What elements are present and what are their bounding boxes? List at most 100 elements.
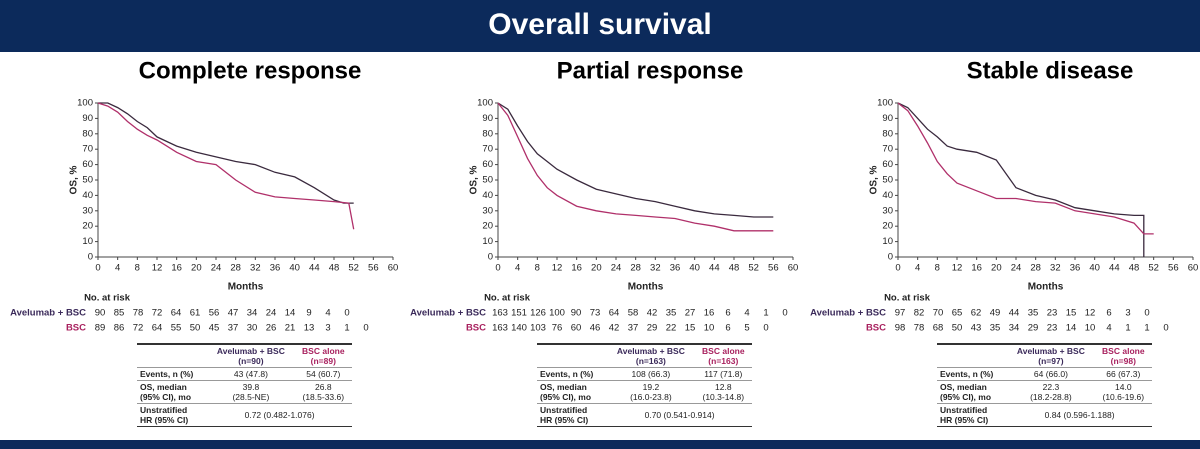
x-tick-label: 16 [971,263,982,274]
risk-count: 103 [530,323,546,334]
x-tick-label: 56 [768,263,779,274]
table-row: Unstratified HR (95% CI) 0.72 (0.482-1.07… [137,403,352,427]
table-cell: 54 (60.7) [294,367,352,381]
row-label: Unstratified HR (95% CI) [137,403,208,427]
risk-count: 68 [933,323,944,334]
risk-count: 15 [685,323,696,334]
row-label: OS, median (95% CI), mo [137,380,208,404]
risk-count: 62 [971,308,982,319]
risk-count: 49 [990,308,1001,319]
y-tick-label: 0 [88,252,93,263]
risk-count: 24 [266,308,277,319]
table-cell: 26.8 (18.5-33.6) [294,380,352,404]
risk-count: 72 [152,308,163,319]
x-tick-label: 0 [95,263,100,274]
x-tick-label: 60 [788,263,799,274]
risk-count: 97 [895,308,906,319]
risk-count: 30 [247,323,258,334]
risk-row-label: BSC [866,323,886,334]
x-tick-label: 16 [571,263,582,274]
y-tick-label: 80 [482,128,493,139]
column-header: Avelumab + BSC (n=97) [1016,346,1085,366]
x-tick-label: 36 [670,263,681,274]
table-row: OS, median (95% CI), mo 19.2 (16.0-23.8) 1… [537,380,752,404]
risk-count: 10 [704,323,715,334]
y-tick-label: 40 [82,190,93,201]
risk-count: 50 [952,323,963,334]
risk-count: 46 [590,323,601,334]
header-spacer [537,344,607,368]
x-tick-label: 32 [650,263,661,274]
chart-title: Stable disease [967,57,1134,84]
risk-count: 6 [725,308,730,319]
x-tick-label: 12 [152,263,163,274]
x-tick-label: 52 [348,263,359,274]
survival-curve [97,102,355,230]
risk-count: 23 [1047,308,1058,319]
risk-count: 10 [1085,323,1096,334]
x-tick-label: 56 [1168,263,1179,274]
x-tick-label: 0 [895,263,900,274]
x-tick-label: 24 [1011,263,1022,274]
x-tick-label: 32 [1050,263,1061,274]
summary-table: Avelumab + BSC (n=97) BSC alone (n=98) Eve… [937,343,1152,427]
x-tick-label: 40 [1089,263,1100,274]
header-row: Avelumab + BSC (n=163) BSC alone (n=163) [537,344,752,368]
x-tick-label: 32 [250,263,261,274]
table-row: Events, n (%) 108 (66.3) 117 (71.8) [537,367,752,381]
risk-count: 126 [530,308,546,319]
column-header: BSC alone (n=98) [1102,346,1145,366]
risk-title: No. at risk [84,293,131,304]
header-row: Avelumab + BSC (n=90) BSC alone (n=89) [137,344,352,368]
x-tick-label: 28 [630,263,641,274]
y-tick-label: 0 [888,252,893,263]
column-header: BSC alone (n=163) [702,346,745,366]
risk-count: 163 [492,323,508,334]
risk-count: 34 [247,308,258,319]
risk-count: 29 [647,323,658,334]
x-tick-label: 4 [115,263,120,274]
x-tick-label: 8 [535,263,540,274]
risk-count: 5 [744,323,749,334]
risk-count: 4 [1106,323,1111,334]
risk-title: No. at risk [884,293,931,304]
risk-row-label: BSC [466,323,486,334]
row-label: Unstratified HR (95% CI) [537,403,608,427]
x-tick-label: 24 [211,263,222,274]
table-row: OS, median (95% CI), mo 22.3 (18.2-28.8) 1… [937,380,1152,404]
x-tick-label: 44 [309,263,320,274]
y-tick-label: 30 [482,205,493,216]
x-tick-label: 20 [591,263,602,274]
table-row: OS, median (95% CI), mo 39.8 (28.5-NE) 26.… [137,380,352,404]
y-tick-label: 30 [882,205,893,216]
y-axis-label: OS, % [69,165,80,194]
risk-count: 90 [95,308,106,319]
x-tick-label: 44 [709,263,720,274]
risk-count: 78 [914,323,925,334]
x-axis-label: Months [228,282,264,293]
risk-count: 14 [285,308,296,319]
header-spacer [937,344,1007,368]
risk-count: 90 [571,308,582,319]
y-tick-label: 20 [482,221,493,232]
risk-count: 0 [344,308,349,319]
x-tick-label: 56 [368,263,379,274]
y-tick-label: 50 [882,175,893,186]
y-tick-label: 40 [482,190,493,201]
y-tick-label: 60 [82,159,93,170]
table-row: Unstratified HR (95% CI) 0.70 (0.541-0.91… [537,403,752,427]
x-axis-label: Months [628,282,664,293]
risk-count: 89 [95,323,106,334]
risk-count: 21 [285,323,296,334]
chart-title: Complete response [139,57,362,84]
y-tick-label: 30 [82,205,93,216]
risk-count: 44 [1009,308,1020,319]
risk-count: 47 [228,308,239,319]
x-tick-label: 20 [191,263,202,274]
summary-table: Avelumab + BSC (n=163) BSC alone (n=163) E… [537,343,752,427]
risk-count: 55 [171,323,182,334]
survival-curve [98,102,354,204]
y-tick-label: 70 [482,144,493,155]
y-tick-label: 50 [82,175,93,186]
risk-row-label: Avelumab + BSC [410,308,486,319]
